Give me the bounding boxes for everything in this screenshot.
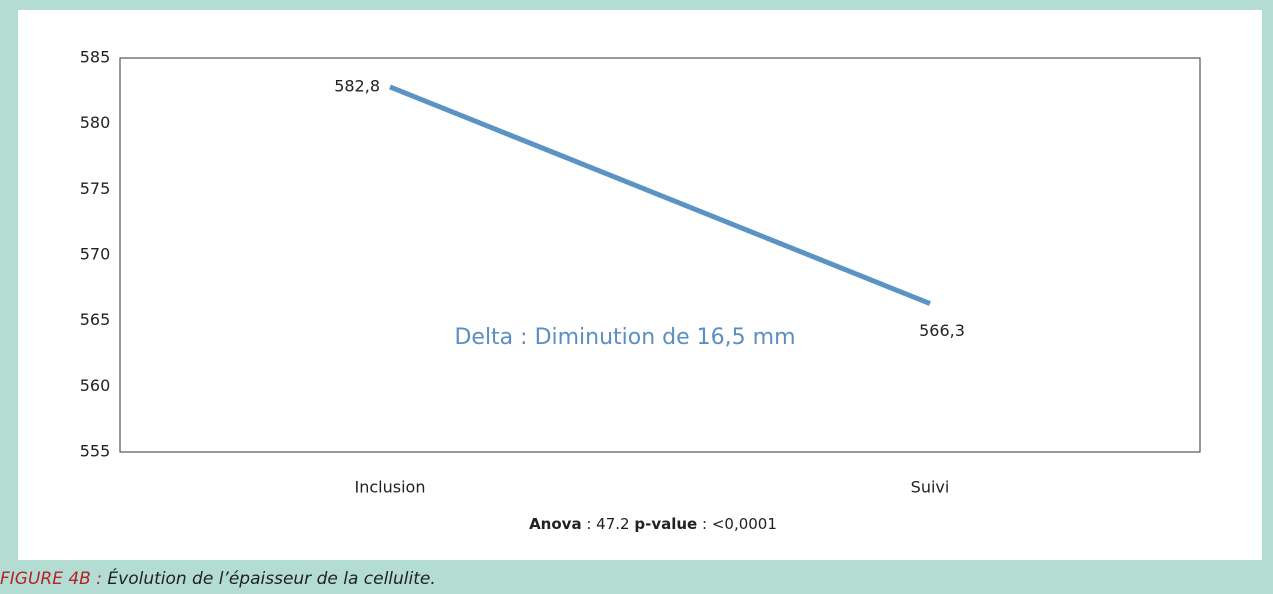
y-tick-label: 555: [80, 442, 111, 461]
y-tick-label: 585: [80, 48, 111, 67]
data-label: 566,3: [919, 321, 965, 340]
y-tick-label: 575: [80, 179, 111, 198]
caption: FIGURE 4B : Évolution de l’épaisseur de …: [0, 567, 436, 589]
footnote-pvalue-label: p-value: [634, 515, 697, 533]
annotation: Delta : Diminution de 16,5 mm: [454, 325, 795, 350]
data-line: [389, 84, 931, 306]
footnote: Anova : 47.2 p-value : <0,0001: [529, 515, 777, 533]
footnote-anova-label: Anova: [529, 515, 582, 533]
caption-label: FIGURE 4B :: [0, 569, 102, 589]
y-tick-label: 565: [80, 310, 111, 329]
x-tick-label: Inclusion: [355, 478, 426, 497]
data-label: 582,8: [334, 76, 380, 95]
footnote-pvalue-value: : <0,0001: [702, 515, 777, 533]
y-tick-label: 570: [80, 245, 111, 264]
y-tick-label: 560: [80, 376, 111, 395]
panel: [18, 10, 1262, 560]
footnote-anova-value: : 47.2: [586, 515, 629, 533]
x-tick-label: Suivi: [911, 478, 950, 497]
y-tick-label: 580: [80, 113, 111, 132]
plot-frame: [119, 57, 1201, 453]
caption-text: Évolution de l’épaisseur de la cellulite…: [107, 567, 435, 589]
